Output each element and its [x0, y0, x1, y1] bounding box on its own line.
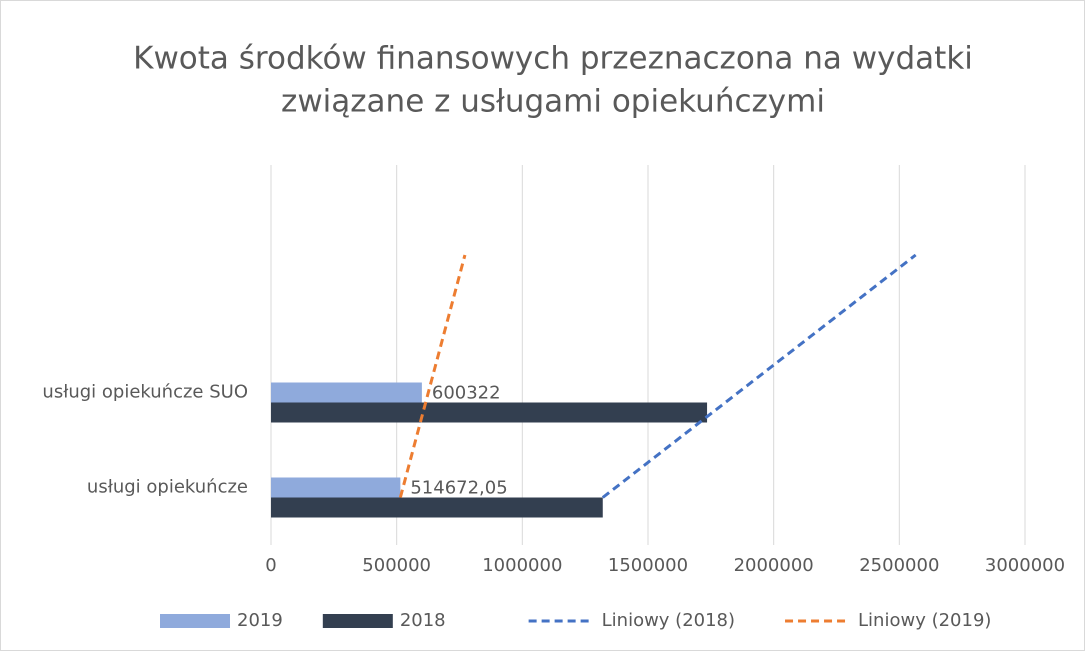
x-tick-label: 2500000 [859, 555, 939, 576]
data-label: 600322 [432, 383, 501, 404]
chart-title: Kwota środków finansowych przeznaczona n… [133, 41, 973, 77]
data-label: 514672,05 [410, 478, 507, 499]
y-tick-label: usługi opiekuńcze [87, 477, 248, 498]
legend-label: Liniowy (2018) [602, 610, 735, 631]
legend-swatch [322, 614, 393, 628]
bar [271, 497, 603, 518]
trendline [398, 254, 467, 498]
x-tick-label: 3000000 [985, 555, 1065, 576]
legend-swatch [160, 614, 230, 628]
legend-label: Liniowy (2019) [858, 610, 991, 631]
legend-label: 2019 [237, 610, 283, 631]
legend-label: 2018 [400, 610, 446, 631]
x-tick-label: 500000 [362, 555, 431, 576]
x-tick-label: 2000000 [734, 555, 814, 576]
x-tick-label: 1500000 [608, 555, 688, 576]
y-tick-label: usługi opiekuńcze SUO [42, 382, 248, 403]
bar [271, 477, 401, 498]
chart-title: związane z usługami opiekuńczymi [281, 84, 825, 120]
bar [271, 382, 422, 403]
x-tick-label: 0 [265, 555, 276, 576]
trendline [601, 253, 917, 499]
x-tick-label: 1000000 [482, 555, 562, 576]
bar [271, 402, 708, 423]
